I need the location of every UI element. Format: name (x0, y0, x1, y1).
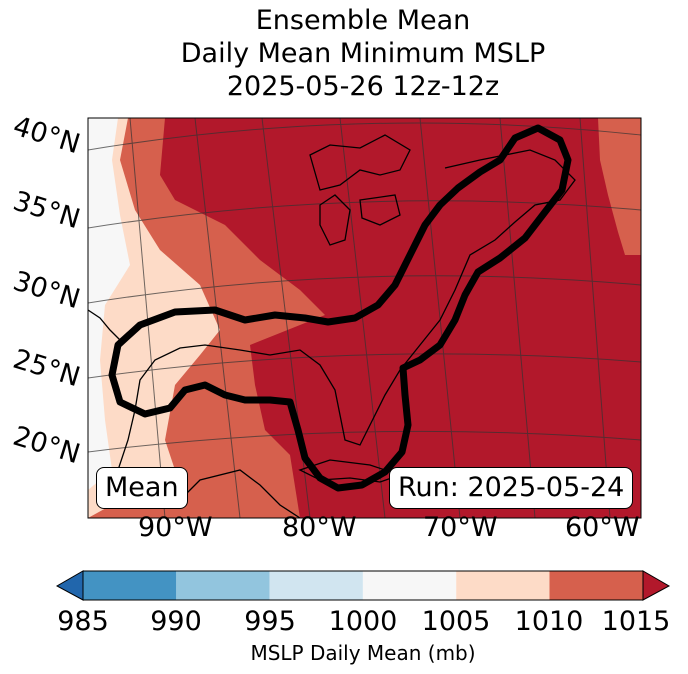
lon-label-80w: 80°W (282, 512, 357, 543)
field-1010-1015-east (598, 118, 641, 255)
colorbar-bin-1005-1010 (456, 571, 550, 600)
map-field (88, 118, 641, 518)
colorbar-tick-995: 995 (244, 606, 296, 637)
lon-label-90w: 90°W (138, 512, 213, 543)
colorbar-frame (82, 570, 644, 601)
colorbar-bin-1010-1015 (549, 571, 643, 600)
colorbar-bin-985-990 (83, 571, 177, 600)
run-date-box: Run: 2025-05-24 (389, 467, 634, 509)
colorbar-bin-995-1000 (269, 571, 363, 600)
colorbar-bin-990-995 (176, 571, 270, 600)
colorbar-label: MSLP Daily Mean (mb) (250, 641, 476, 665)
title-line-1: Ensemble Mean (255, 5, 471, 36)
map-frame (87, 117, 642, 519)
mslp-contour (108, 124, 572, 492)
colorbar-extend-low (55, 570, 84, 601)
lon-label-70w: 70°W (423, 512, 498, 543)
colorbar-tick-1015: 1015 (601, 606, 671, 637)
colorbar (55, 570, 671, 601)
graticule (88, 118, 641, 518)
colorbar-tick-1010: 1010 (514, 606, 584, 637)
title-line-2: Daily Mean Minimum MSLP (180, 38, 546, 69)
field-1000-1005 (88, 118, 130, 490)
colorbar-extend-high (642, 570, 671, 601)
mean-label-box: Mean (96, 467, 188, 509)
colorbar-bin-1000-1005 (362, 571, 457, 600)
colorbar-tick-1005: 1005 (421, 606, 491, 637)
lon-label-60w: 60°W (565, 512, 640, 543)
colorbar-tick-1000: 1000 (328, 606, 398, 637)
colorbar-tick-990: 990 (150, 606, 202, 637)
colorbar-tick-985: 985 (57, 606, 109, 637)
title-line-3: 2025-05-26 12z-12z (226, 71, 500, 102)
